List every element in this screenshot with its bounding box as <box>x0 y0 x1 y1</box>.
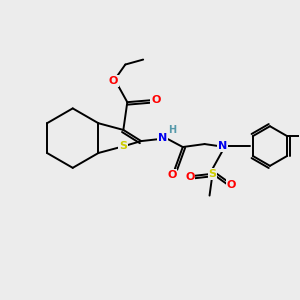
Text: S: S <box>208 169 217 179</box>
Text: O: O <box>185 172 194 182</box>
Text: H: H <box>168 125 176 135</box>
Text: S: S <box>119 141 127 151</box>
Text: N: N <box>218 141 227 151</box>
Text: O: O <box>226 180 236 190</box>
Text: O: O <box>109 76 118 86</box>
Text: O: O <box>152 95 161 105</box>
Text: N: N <box>158 133 168 143</box>
Text: O: O <box>167 170 177 180</box>
